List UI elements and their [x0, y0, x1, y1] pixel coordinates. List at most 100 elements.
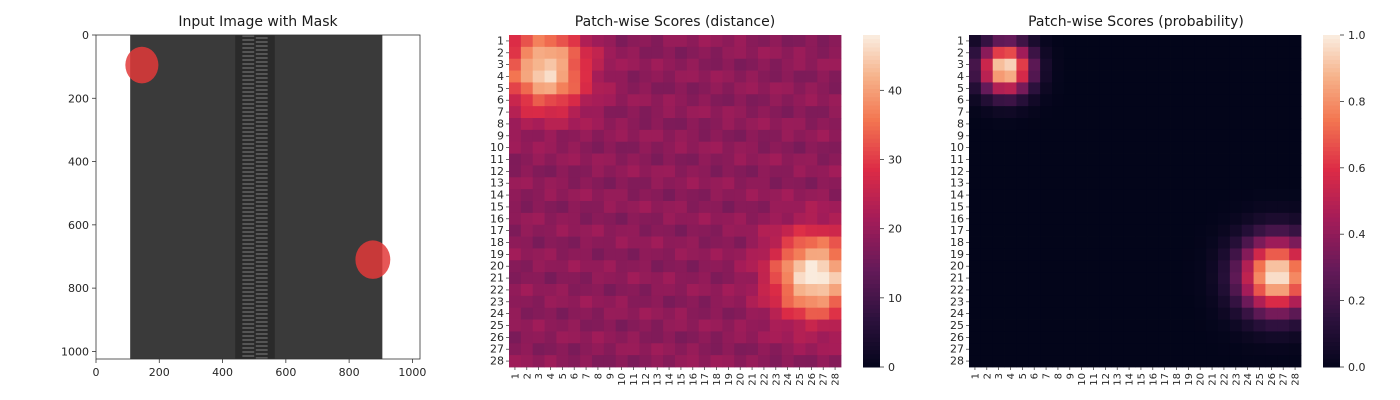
heatmap-cell — [746, 189, 759, 202]
x-tick-label: 0 — [93, 366, 100, 379]
heatmap-cell — [1087, 272, 1100, 285]
heatmap-cell — [829, 129, 842, 143]
zipper-tooth — [255, 233, 268, 235]
colorbar-segment — [863, 113, 880, 119]
heatmap-cell — [639, 201, 652, 214]
heatmap-cell — [1146, 331, 1160, 344]
heatmap-cell — [1194, 129, 1207, 143]
heatmap-cell — [1218, 224, 1231, 237]
heatmap-cell — [651, 129, 664, 143]
heatmap-cell — [544, 307, 557, 320]
heatmap-cell — [722, 35, 735, 48]
zipper-tooth — [255, 149, 268, 151]
zipper-tooth — [255, 133, 268, 135]
zipper-teeth — [242, 35, 268, 359]
heatmap-cell — [980, 355, 994, 368]
col-tick-label: 4 — [1006, 373, 1017, 379]
heatmap-cell — [1170, 307, 1183, 320]
heatmap-cell — [568, 106, 581, 119]
heatmap-cell — [615, 201, 628, 214]
heatmap-cell — [1028, 343, 1041, 356]
zipper-tooth — [255, 273, 268, 275]
heatmap-cell — [1206, 307, 1219, 320]
heatmap-cell — [1146, 129, 1160, 143]
heatmap-cell — [627, 189, 640, 202]
heatmap-cell — [805, 46, 818, 60]
heatmap-cell — [769, 307, 783, 320]
heatmap-cell — [1075, 58, 1088, 71]
colorbar-segment — [1323, 308, 1340, 314]
heatmap-cell — [710, 236, 723, 249]
heatmap-cell — [793, 295, 806, 309]
heatmap-cell — [758, 248, 771, 261]
zipper-tooth — [242, 91, 255, 93]
heatmap-cell — [1182, 355, 1195, 368]
heatmap-cell — [603, 177, 617, 190]
heatmap-cell — [969, 58, 982, 71]
heatmap-cell — [1289, 70, 1302, 83]
heatmap-cell — [722, 201, 735, 214]
heatmap-cell — [1158, 82, 1171, 95]
heatmap-cell — [544, 70, 557, 83]
heatmap-cell — [1028, 35, 1041, 48]
heatmap-cell — [793, 106, 806, 119]
heatmap-cell — [1218, 355, 1231, 368]
heatmap-cell — [1123, 118, 1136, 131]
row-tick-label: 13 — [490, 177, 504, 190]
colorbar-segment — [1323, 76, 1340, 82]
heatmap-cell — [969, 295, 982, 309]
zipper-tooth — [255, 309, 268, 311]
colorbar-segment — [863, 346, 880, 351]
heatmap-cell — [969, 319, 982, 332]
input-image-title: Input Image with Mask — [178, 14, 338, 30]
heatmap-cell — [805, 343, 818, 356]
heatmap-cell — [1075, 212, 1088, 226]
heatmap-cell — [722, 307, 735, 320]
col-tick-label: 14 — [1125, 373, 1136, 386]
heatmap-cell — [651, 46, 664, 60]
heatmap-cell — [1206, 94, 1219, 107]
heatmap-cell — [710, 118, 723, 131]
heatmap-cell — [532, 118, 545, 131]
heatmap-cell — [520, 307, 534, 320]
heatmap-cell — [969, 177, 982, 190]
heatmap-cell — [1277, 236, 1290, 249]
distance-heatmap-cells — [509, 35, 842, 368]
heatmap-cell — [1087, 284, 1100, 297]
heatmap-cell — [1277, 295, 1290, 309]
colorbar-segment — [863, 159, 880, 165]
heatmap-cell — [829, 248, 842, 261]
colorbar-segment — [1323, 213, 1340, 219]
probability-heatmap-ticks: 1234567891011121314151617181920212223242… — [950, 34, 1302, 385]
heatmap-cell — [1241, 35, 1254, 48]
heatmap-cell — [627, 224, 640, 237]
zipper-tooth — [255, 113, 268, 115]
heatmap-cell — [1075, 343, 1088, 356]
heatmap-cell — [663, 307, 676, 320]
heatmap-cell — [1265, 189, 1278, 202]
heatmap-cell — [544, 35, 557, 48]
heatmap-cell — [1206, 272, 1219, 285]
heatmap-cell — [1135, 260, 1148, 273]
heatmap-cell — [1123, 284, 1136, 297]
heatmap-cell — [1253, 272, 1266, 285]
colorbar-segment — [1323, 337, 1340, 343]
heatmap-cell — [651, 212, 664, 226]
colorbar-segment — [863, 313, 880, 318]
heatmap-cell — [722, 129, 735, 143]
heatmap-cell — [1135, 212, 1148, 226]
heatmap-cell — [1063, 118, 1077, 131]
heatmap-cell — [1146, 189, 1160, 202]
heatmap-cell — [639, 141, 652, 154]
heatmap-cell — [532, 70, 545, 83]
heatmap-cell — [698, 319, 711, 332]
colorbar-segment — [1323, 147, 1340, 152]
zipper-tooth — [255, 137, 268, 139]
heatmap-cell — [769, 70, 783, 83]
heatmap-cell — [1206, 129, 1219, 143]
heatmap-cell — [603, 212, 617, 226]
heatmap-cell — [520, 141, 534, 154]
heatmap-cell — [1146, 82, 1160, 95]
heatmap-cell — [1229, 307, 1243, 320]
heatmap-cell — [817, 177, 830, 190]
